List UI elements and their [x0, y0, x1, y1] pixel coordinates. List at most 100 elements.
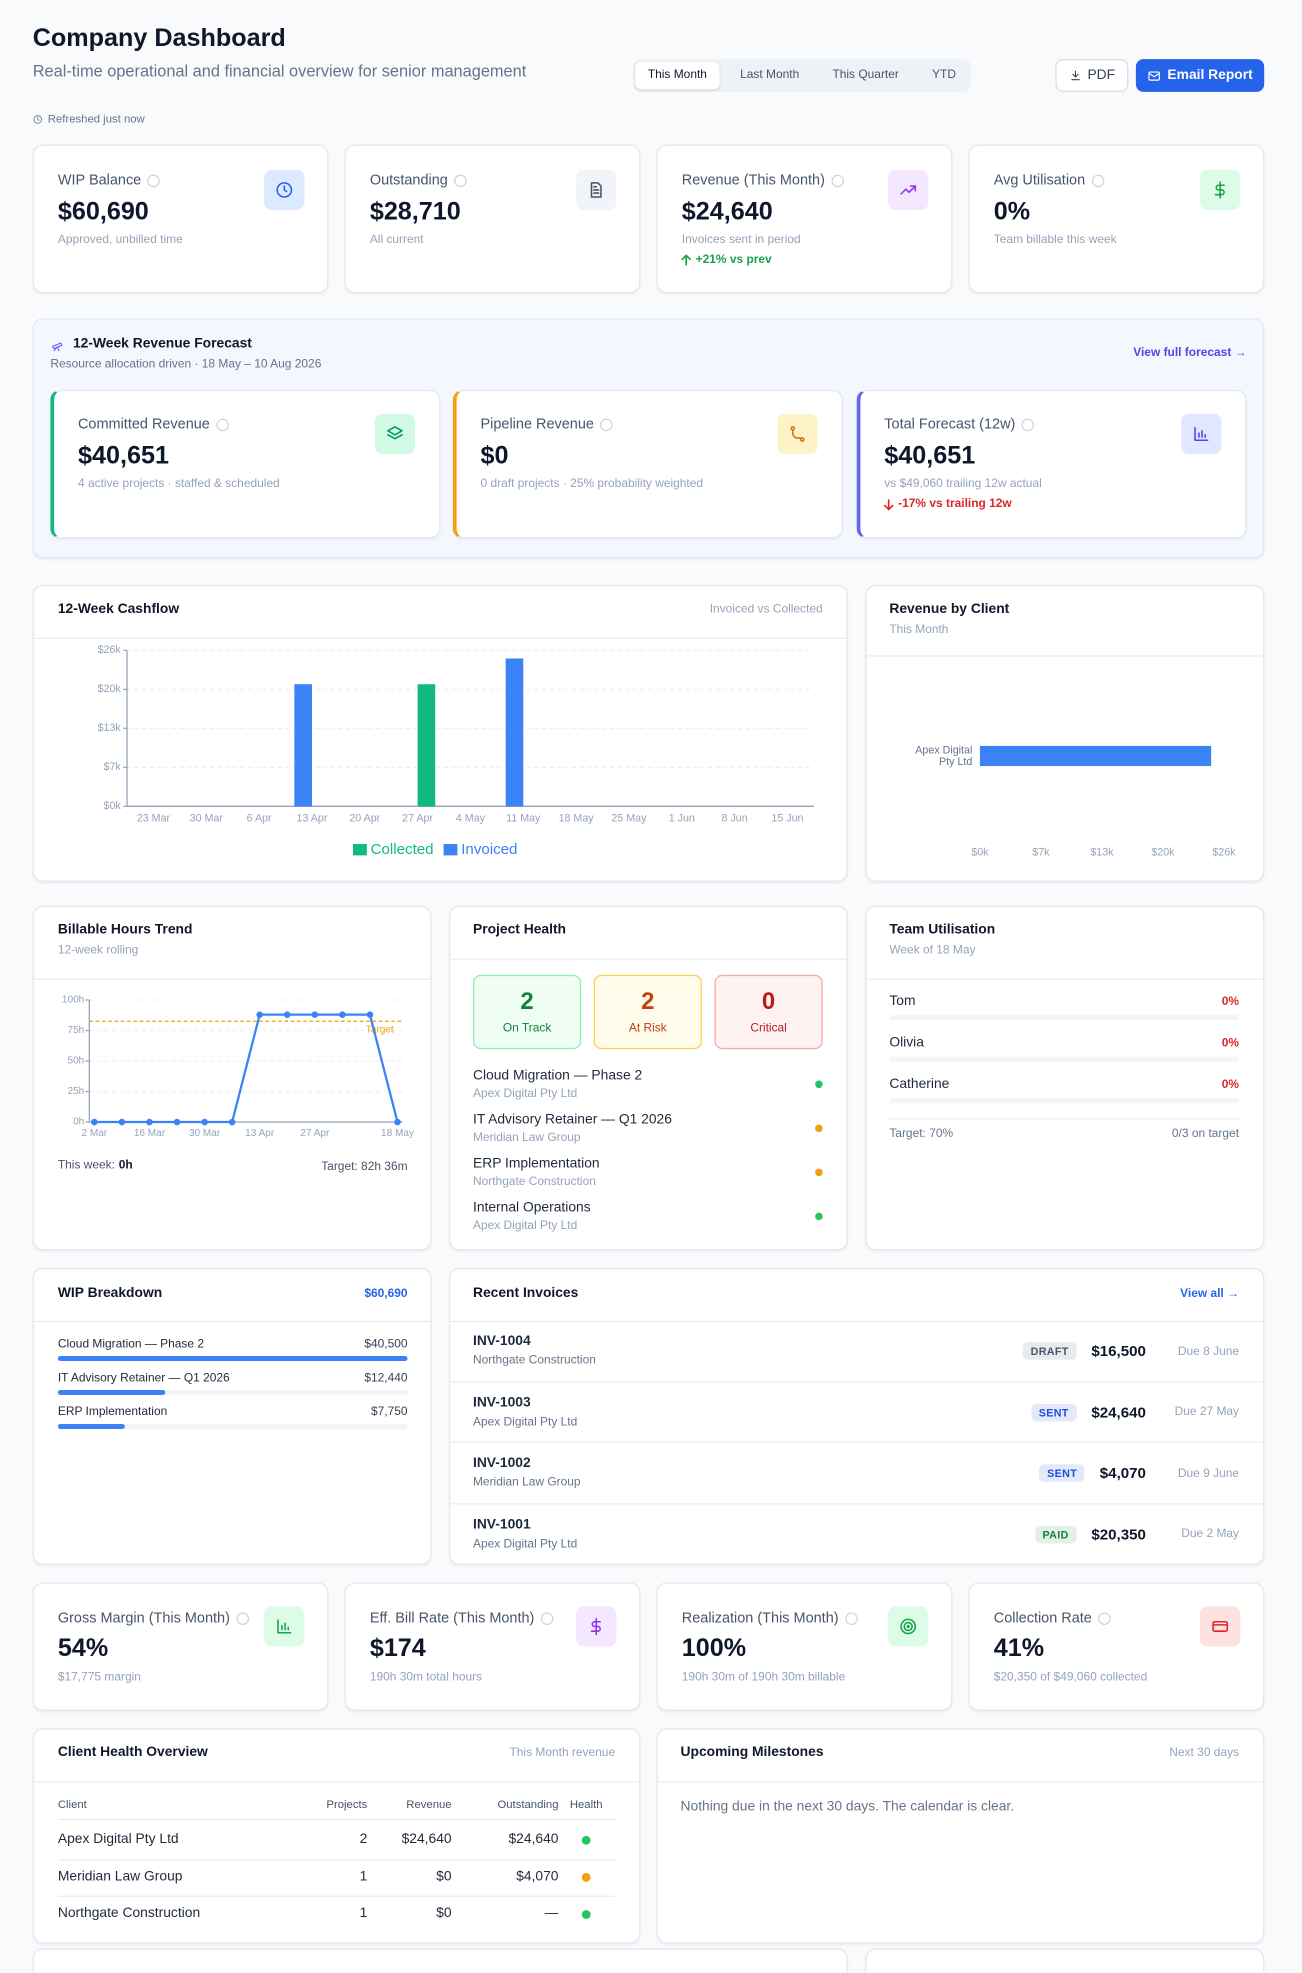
- period-tab[interactable]: This Month: [635, 61, 720, 90]
- legend-label: Collected: [370, 840, 434, 858]
- kpi-note: All current: [369, 232, 424, 247]
- info-icon: [844, 1612, 858, 1625]
- cell: $0: [436, 1905, 452, 1921]
- divider: [889, 1118, 1240, 1120]
- divider: [449, 958, 848, 960]
- project-name: Internal Operations: [472, 1200, 591, 1216]
- cell: 2: [359, 1831, 368, 1847]
- card: [865, 1948, 1265, 1973]
- project-name: Cloud Migration — Phase 2: [472, 1068, 643, 1084]
- member-name: Olivia: [889, 1035, 924, 1051]
- metric-note: 190h 30m total hours: [369, 1670, 483, 1685]
- project-client: Meridian Law Group: [472, 1130, 581, 1145]
- refreshed: Refreshed just now: [47, 112, 145, 126]
- cell: Apex Digital Pty Ltd: [57, 1831, 179, 1847]
- card-title: Upcoming Milestones: [680, 1744, 824, 1760]
- invoice-meta: SENT $24,640 Due 27 May: [1031, 1403, 1239, 1421]
- forecast-value: $40,651: [77, 442, 169, 470]
- member-value: 0%: [1221, 1078, 1240, 1092]
- metric-value: 41%: [993, 1634, 1045, 1663]
- summary-box: [593, 974, 702, 1050]
- invoice-meta: SENT $4,070 Due 9 June: [1039, 1464, 1240, 1482]
- column-header: Client: [57, 1798, 87, 1811]
- legend: Collected Invoiced: [353, 839, 517, 859]
- chart-title: 12-Week Cashflow: [57, 601, 180, 617]
- project-name: ERP Implementation: [472, 1156, 600, 1172]
- icon-part: [37, 116, 40, 121]
- info-icon: [540, 1612, 554, 1625]
- invoice-meta: PAID $20,350 Due 2 May: [1034, 1525, 1239, 1543]
- target-note: Target: 70%: [889, 1127, 954, 1141]
- summary-box: [714, 974, 823, 1050]
- status-pill: SENT: [1039, 1464, 1085, 1482]
- cell: 1: [359, 1905, 368, 1921]
- view-all[interactable]: View all →: [1180, 1286, 1240, 1301]
- divider: [865, 978, 1265, 980]
- legend-swatch: [353, 843, 367, 855]
- kpi-note: Invoices sent in period: [681, 232, 801, 247]
- divider: [57, 1895, 616, 1897]
- invoice-id[interactable]: INV-1002: [472, 1455, 531, 1471]
- invoice-due: Due 8 June: [1177, 1344, 1240, 1358]
- invoice-amount: $24,640: [1091, 1403, 1146, 1421]
- metric-label: Collection Rate: [994, 1610, 1111, 1628]
- metric-label: Eff. Bill Rate (This Month): [370, 1610, 554, 1628]
- summary-label: Critical: [750, 1021, 787, 1036]
- summary-label: At Risk: [628, 1021, 667, 1036]
- client-health-card: [32, 1728, 641, 1944]
- wip-name: Cloud Migration — Phase 2: [57, 1337, 204, 1352]
- card-title: Recent Invoices: [472, 1285, 579, 1301]
- invoice-id[interactable]: INV-1003: [472, 1394, 531, 1410]
- cell: Northgate Construction: [57, 1905, 201, 1921]
- invoice-client: Meridian Law Group: [472, 1475, 581, 1490]
- period-tab[interactable]: This Quarter: [832, 67, 899, 82]
- divider: [32, 637, 848, 640]
- revenue-client-card: [865, 584, 1265, 882]
- empty-state: Nothing due in the next 30 days. The cal…: [680, 1798, 1015, 1815]
- page-subtitle: Real-time operational and financial over…: [32, 61, 527, 81]
- email-button[interactable]: Email Report: [1135, 59, 1265, 92]
- forecast-note: vs $49,060 trailing 12w actual: [884, 476, 1042, 491]
- cell: Meridian Law Group: [57, 1868, 183, 1884]
- column-header: Projects: [326, 1798, 368, 1811]
- footer-this-week: This week: 0h: [58, 1159, 247, 1177]
- icon: [1148, 70, 1160, 81]
- chart-subtitle: This Month: [889, 622, 949, 637]
- button-label: PDF: [1087, 67, 1116, 84]
- divider: [32, 1320, 432, 1323]
- invoice-id[interactable]: INV-1001: [472, 1516, 531, 1532]
- divider: [865, 655, 1265, 657]
- period-tab[interactable]: Last Month: [740, 67, 800, 82]
- metric-value: 100%: [681, 1634, 747, 1663]
- icon: [33, 115, 42, 124]
- footer-value: 0h: [118, 1158, 133, 1173]
- forecast-change: -17% vs trailing 12w: [898, 496, 1012, 511]
- wip-value: $12,440: [364, 1371, 408, 1386]
- summary-box: [472, 974, 582, 1050]
- kpi-card: [656, 144, 953, 294]
- status-pill: DRAFT: [1023, 1342, 1077, 1360]
- metric-value: $174: [369, 1634, 426, 1663]
- forecast-link[interactable]: View full forecast →: [1133, 346, 1247, 360]
- project-health-card: [449, 905, 848, 1251]
- footer-label: This week:: [57, 1158, 115, 1173]
- cashflow-card: [32, 584, 848, 882]
- forecast-value: $40,651: [884, 442, 976, 470]
- metric-value: 54%: [57, 1634, 109, 1663]
- kpi-label: Revenue (This Month): [682, 172, 844, 190]
- wip-total: $60,690: [364, 1286, 408, 1301]
- invoice-due: Due 9 June: [1177, 1466, 1240, 1480]
- info-icon: [236, 1612, 249, 1625]
- pdf-button[interactable]: PDF: [1055, 59, 1129, 92]
- period-tab[interactable]: YTD: [932, 67, 956, 82]
- invoice-meta: DRAFT $16,500 Due 8 June: [1023, 1342, 1239, 1360]
- kpi-card: [968, 144, 1265, 294]
- status-pill: SENT: [1031, 1403, 1077, 1421]
- member-name: Catherine: [889, 1076, 950, 1093]
- kpi-label: Outstanding: [370, 172, 467, 190]
- divider: [57, 1858, 616, 1860]
- invoice-id[interactable]: INV-1004: [472, 1333, 531, 1349]
- column-header: Outstanding: [497, 1798, 559, 1811]
